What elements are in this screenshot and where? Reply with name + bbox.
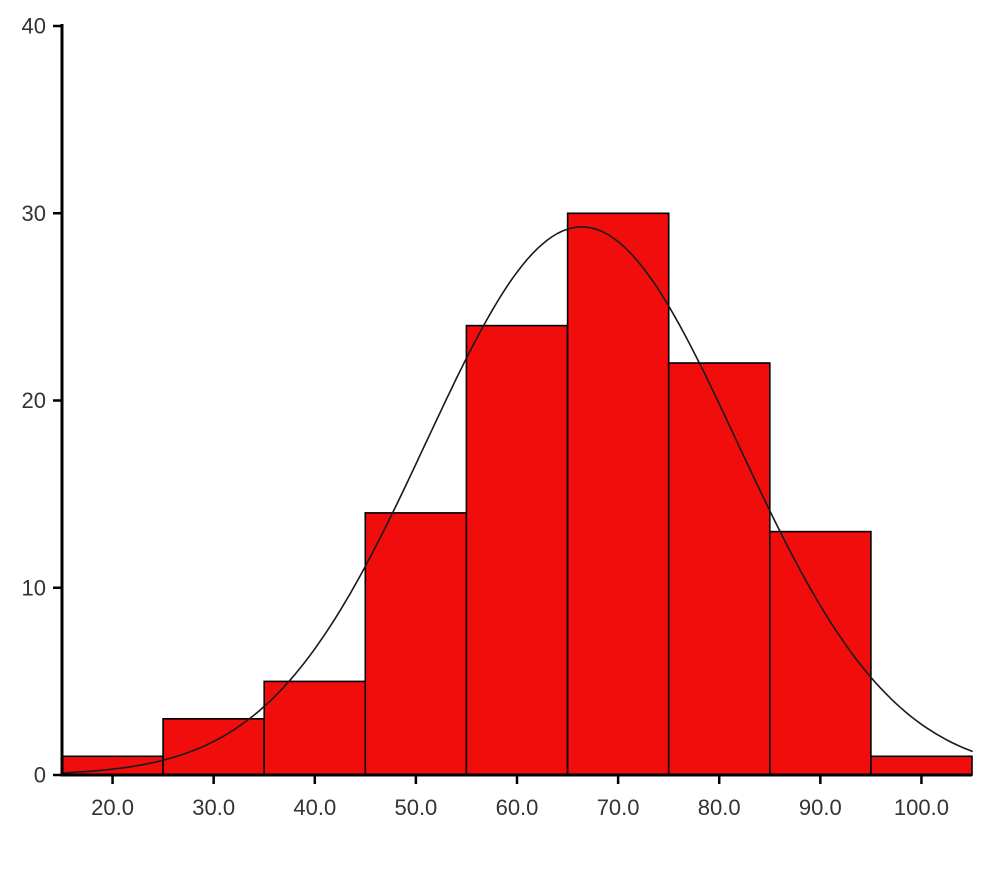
x-tick-label: 90.0 (799, 795, 842, 820)
histogram-bar (162, 717, 266, 776)
histogram-bar (263, 680, 367, 776)
axes-group: 0 10 20 30 40 20.0 30.0 40.0 50.0 60.0 70.0 80.0 90.… (22, 14, 972, 820)
y-tick-label: 40 (22, 14, 46, 39)
x-tick-label: 80.0 (698, 795, 741, 820)
histogram-bar (870, 755, 973, 776)
y-tick-label: 0 (34, 763, 46, 788)
x-tick-label: 40.0 (293, 795, 336, 820)
y-tick-label: 10 (22, 575, 46, 600)
x-tick-label: 70.0 (597, 795, 640, 820)
histogram-bar (364, 512, 468, 776)
normal-curve-path (61, 226, 973, 774)
x-tick-label: 60.0 (496, 795, 539, 820)
histogram-bar (667, 362, 771, 776)
bars-group (61, 212, 973, 776)
x-tick-label: 100.0 (894, 795, 949, 820)
histogram-bar (465, 324, 569, 776)
x-tick-label: 20.0 (91, 795, 134, 820)
x-tick-label: 50.0 (394, 795, 437, 820)
x-tick-label: 30.0 (192, 795, 235, 820)
y-tick-label: 20 (22, 388, 46, 413)
y-tick-label: 30 (22, 201, 46, 226)
histogram-bar (566, 212, 670, 776)
histogram-bar (768, 530, 872, 776)
